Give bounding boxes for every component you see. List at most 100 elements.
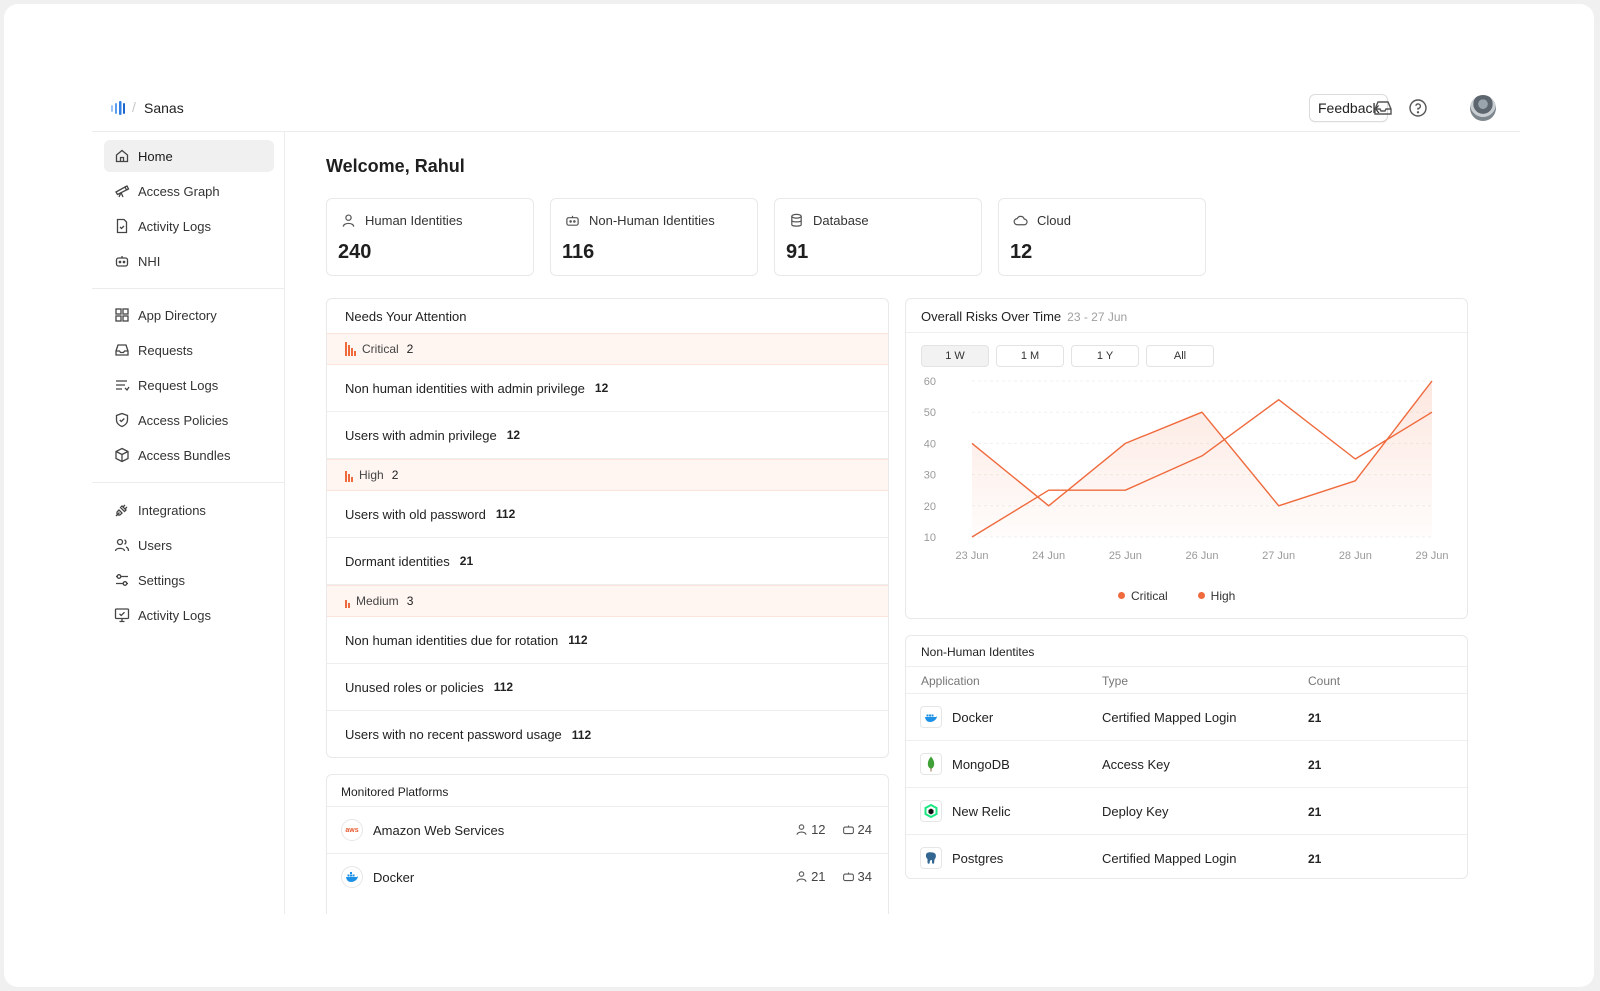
human-count: 21 [811,869,826,884]
sidebar-item-request-logs[interactable]: Request Logs [104,369,274,401]
sidebar-item-label: Activity Logs [138,607,211,623]
sidebar-item-activity-logs-2[interactable]: Activity Logs [104,599,274,631]
sidebar-item-nhi[interactable]: NHI [104,245,274,277]
sidebar-item-label: NHI [138,253,161,269]
sidebar-item-activity-logs[interactable]: Activity Logs [104,210,274,242]
stat-value: 240 [338,241,372,263]
column-header-type[interactable]: Type [1102,674,1129,688]
attention-item[interactable]: Users with no recent password usage 112 [327,711,888,757]
platform-row-docker[interactable]: Docker 21 34 [327,853,888,900]
platform-counts: 21 34 [795,869,872,884]
attention-item[interactable]: Users with admin privilege 12 [327,412,888,459]
medium-bars-icon [345,594,350,608]
bot-icon [115,256,129,267]
range-all-button[interactable]: All [1146,345,1214,367]
cloud-icon [1013,215,1028,226]
attention-item-label: Users with old password [345,506,486,522]
attention-item[interactable]: Non human identities due for rotation 11… [327,617,888,664]
sidebar-item-label: Access Graph [138,183,220,199]
attention-item[interactable]: Unused roles or policies 112 [327,664,888,711]
attention-item[interactable]: Dormant identities 21 [327,538,888,585]
app-cell: New Relic [920,800,1011,822]
legend-item-high[interactable]: High [1197,589,1235,603]
sidebar-item-users[interactable]: Users [104,529,274,561]
sidebar-item-settings[interactable]: Settings [104,564,274,596]
x-tick-label: 25 Jun [1109,550,1142,562]
sidebar-item-label: Activity Logs [138,218,211,234]
users-icon [114,538,130,552]
card-title: Monitored Platforms [341,785,449,799]
user-icon [796,824,807,835]
top-bar: / Sanas Feedback [92,88,1520,132]
attention-item-count: 112 [568,633,588,647]
app-cell: Postgres [920,847,1003,869]
severity-count: 2 [406,342,414,356]
sidebar-item-access-graph[interactable]: Access Graph [104,175,274,207]
severity-count: 2 [391,468,399,482]
table-row[interactable]: Postgres Certified Mapped Login 21 [906,834,1467,878]
severity-label: High [359,468,384,482]
shield-icon [115,412,129,428]
count-cell: 21 [1308,805,1322,819]
stat-card-human-identities[interactable]: Human Identities 240 [326,198,534,276]
sanas-logo-icon[interactable] [110,100,126,116]
sidebar-item-requests[interactable]: Requests [104,334,274,366]
x-tick-label: 24 Jun [1032,550,1065,562]
attention-item-label: Non human identities with admin privileg… [345,380,585,396]
user-avatar[interactable] [1470,95,1496,121]
home-icon [115,149,129,163]
help-icon[interactable] [1407,97,1429,119]
non-human-identities-card: Non-Human Identites Application Type Cou… [905,635,1468,879]
attention-item[interactable]: Users with old password 112 [327,491,888,538]
sidebar-item-label: Access Policies [138,412,229,428]
series-line-critical [971,380,1433,507]
attention-item-count: 12 [506,428,521,442]
range-1y-button[interactable]: 1 Y [1071,345,1139,367]
stat-card-database[interactable]: Database 91 [774,198,982,276]
sidebar-item-access-policies[interactable]: Access Policies [104,404,274,436]
app-name[interactable]: Sanas [144,100,184,116]
sidebar-item-home[interactable]: Home [104,140,274,172]
chart-date-range: 23 - 27 Jun [1067,310,1128,324]
stat-card-cloud[interactable]: Cloud 12 [998,198,1206,276]
stat-card-non-human-identities[interactable]: Non-Human Identities 116 [550,198,758,276]
overall-risks-card: Overall Risks Over Time 23 - 27 Jun 1 W 1… [905,298,1468,619]
sidebar-item-access-bundles[interactable]: Access Bundles [104,439,274,471]
app-name: New Relic [952,803,1011,819]
range-1w-button[interactable]: 1 W [921,345,989,367]
inbox-icon[interactable] [1372,97,1394,119]
sidebar-item-label: App Directory [138,307,217,323]
attention-item-count: 112 [495,507,516,521]
table-row[interactable]: Docker Certified Mapped Login 21 [906,693,1467,740]
docker-icon [920,706,942,728]
stat-label: Human Identities [365,213,463,228]
severity-medium: Medium 3 [327,585,888,617]
sidebar-item-label: Home [138,148,173,164]
platform-row-aws[interactable]: aws Amazon Web Services 12 24 [327,806,888,853]
severity-count: 3 [406,594,414,608]
app-shell: / Sanas Feedback Home Access Graph Activ… [92,88,1520,914]
bot-icon [566,215,579,226]
risk-line-chart: 60 50 40 30 20 10 23 Jun 24 Jun 25 Jun 26 Jun 27 J… [924,376,1449,562]
severity-high: High 2 [327,459,888,491]
stat-label: Database [813,213,869,228]
card-title: Non-Human Identites [921,645,1035,659]
column-header-application[interactable]: Application [921,674,980,688]
attention-item-label: Users with no recent password usage [345,727,562,742]
bot-icon [842,825,854,835]
legend-item-critical[interactable]: Critical [1118,589,1168,603]
sidebar-item-label: Integrations [138,502,206,518]
platform-counts: 12 24 [795,822,872,837]
table-row[interactable]: MongoDB Access Key 21 [906,740,1467,787]
type-cell: Certified Mapped Login [1102,710,1237,725]
column-header-count[interactable]: Count [1308,674,1341,688]
x-tick-label: 23 Jun [955,550,988,562]
attention-item[interactable]: Non human identities with admin privileg… [327,365,888,412]
file-check-icon [116,218,128,234]
sidebar-item-app-directory[interactable]: App Directory [104,299,274,331]
severity-label: Critical [362,342,399,356]
table-row[interactable]: New Relic Deploy Key 21 [906,787,1467,834]
sidebar-item-integrations[interactable]: Integrations [104,494,274,526]
range-1m-button[interactable]: 1 M [996,345,1064,367]
app-name: Docker [952,709,994,725]
